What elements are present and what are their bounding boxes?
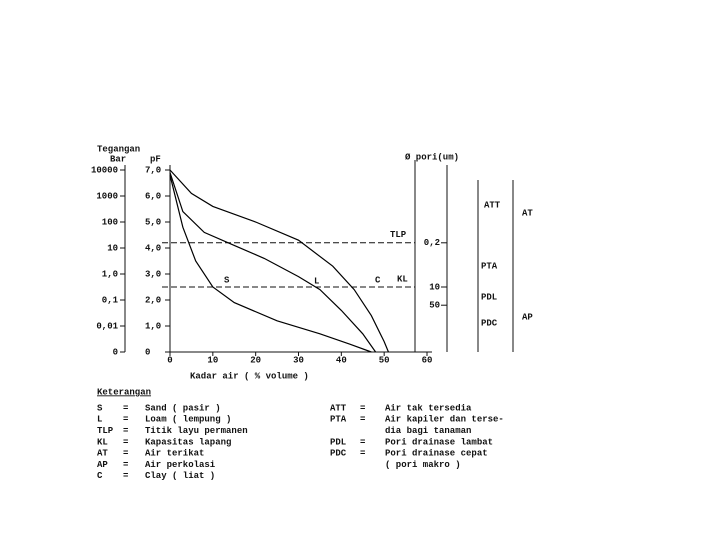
pore-tick-label: 0,2: [424, 238, 440, 248]
legend-sep: =: [360, 449, 365, 459]
bar-tick-label: 1,0: [102, 269, 118, 279]
y-tick-label: 7,0: [145, 165, 161, 175]
legend-sep: =: [360, 415, 365, 425]
bar-tick-label: 0: [113, 347, 118, 357]
legend-sep: =: [123, 471, 128, 481]
legend-text: Loam ( lempung ): [145, 415, 231, 425]
legend-text: Titik layu permanen: [145, 426, 248, 436]
legend-abbr: AP: [97, 460, 108, 470]
legend-text: Kapasitas lapang: [145, 437, 231, 447]
legend-text: Air kapiler dan terse-: [385, 415, 504, 425]
legend-text: Air terikat: [145, 449, 204, 459]
bar-tick-label: 1000: [96, 191, 118, 201]
bar-tick-label: 100: [102, 217, 118, 227]
bar-tick-label: 0,01: [96, 321, 118, 331]
reference-label: KL: [397, 274, 408, 284]
bar-axis-label: Bar: [110, 154, 126, 164]
legend-sep: =: [123, 460, 128, 470]
legend-abbr: KL: [97, 437, 108, 447]
legend-abbr: S: [97, 403, 103, 413]
y-tick-label: 3,0: [145, 269, 161, 279]
series-label: C: [375, 275, 381, 285]
x-tick-label: 50: [379, 355, 390, 365]
y-tick-label: 2,0: [145, 295, 161, 305]
legend-text: Air tak tersedia: [385, 403, 472, 413]
legend-text: dia bagi tanaman: [385, 426, 471, 436]
bar-tick-label: 10: [107, 243, 118, 253]
legend-sep: =: [360, 437, 365, 447]
legend-abbr: AT: [97, 449, 108, 459]
legend-sep: =: [123, 403, 128, 413]
series-line: [169, 172, 377, 353]
legend-sep: =: [123, 415, 128, 425]
legend-title: Keterangan: [97, 387, 151, 397]
legend-text: Air perkolasi: [145, 460, 216, 470]
series-line: [169, 175, 372, 353]
legend-abbr: C: [97, 471, 103, 481]
y-tick-label: 1,0: [145, 321, 161, 331]
pore-axis-label: Ø pori(um): [405, 152, 459, 162]
x-tick-label: 20: [250, 355, 261, 365]
legend-abbr: ATT: [330, 403, 347, 413]
zone-label: AT: [522, 208, 533, 218]
zone-label: PDC: [481, 318, 498, 328]
legend-sep: =: [123, 437, 128, 447]
legend-text: Pori drainase cepat: [385, 449, 488, 459]
bar-tick-label: 0,1: [102, 295, 119, 305]
y-axis-label: pF: [150, 154, 161, 164]
x-tick-label: 0: [167, 355, 172, 365]
series-line: [169, 169, 390, 353]
legend-abbr: PDC: [330, 449, 347, 459]
y-tick-label: 6,0: [145, 191, 161, 201]
legend-text: Sand ( pasir ): [145, 403, 221, 413]
zone-label: AP: [522, 312, 533, 322]
legend-abbr: PTA: [330, 415, 347, 425]
bar-tick-label: 10000: [91, 165, 118, 175]
legend-text: Pori drainase lambat: [385, 437, 493, 447]
y-tick-label: 4,0: [145, 243, 161, 253]
legend-abbr: TLP: [97, 426, 114, 436]
axis-title: Tegangan: [97, 144, 140, 154]
reference-label: TLP: [390, 230, 407, 240]
series-label: S: [224, 275, 230, 285]
zone-label: ATT: [484, 200, 501, 210]
y-tick-label: 5,0: [145, 217, 161, 227]
x-tick-label: 60: [422, 355, 433, 365]
pore-tick-label: 10: [429, 282, 440, 292]
x-tick-label: 30: [293, 355, 304, 365]
zone-label: PTA: [481, 261, 498, 271]
x-axis-label: Kadar air ( % volume ): [190, 371, 309, 381]
legend-sep: =: [123, 449, 128, 459]
legend-abbr: PDL: [330, 437, 346, 447]
legend-text: Clay ( liat ): [145, 471, 215, 481]
legend-abbr: L: [97, 415, 102, 425]
x-tick-label: 10: [207, 355, 218, 365]
legend-text: ( pori makro ): [385, 460, 461, 470]
x-tick-label: 40: [336, 355, 347, 365]
legend-sep: =: [123, 426, 128, 436]
zone-label: PDL: [481, 292, 497, 302]
pore-tick-label: 50: [429, 301, 440, 311]
series-label: L: [314, 276, 319, 286]
y-tick-label: 0: [145, 347, 150, 357]
legend-sep: =: [360, 403, 365, 413]
